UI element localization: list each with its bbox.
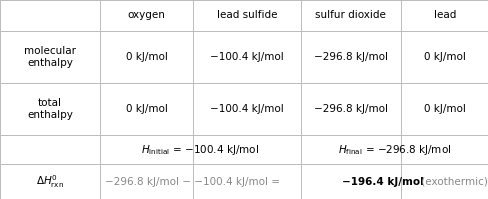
Text: −100.4 kJ/mol: −100.4 kJ/mol	[210, 52, 283, 62]
Text: $H_{\rm final}$ = −296.8 kJ/mol: $H_{\rm final}$ = −296.8 kJ/mol	[338, 143, 450, 157]
Text: $\Delta H^0_{\rm rxn}$: $\Delta H^0_{\rm rxn}$	[36, 173, 64, 190]
Text: $H_{\rm initial}$ = −100.4 kJ/mol: $H_{\rm initial}$ = −100.4 kJ/mol	[141, 143, 259, 157]
Text: lead sulfide: lead sulfide	[216, 10, 277, 20]
Text: molecular
enthalpy: molecular enthalpy	[24, 46, 76, 67]
Text: 0 kJ/mol: 0 kJ/mol	[125, 52, 167, 62]
Text: −100.4 kJ/mol: −100.4 kJ/mol	[210, 104, 283, 114]
Text: 0 kJ/mol: 0 kJ/mol	[423, 104, 465, 114]
Text: 0 kJ/mol: 0 kJ/mol	[125, 104, 167, 114]
Text: sulfur dioxide: sulfur dioxide	[315, 10, 386, 20]
Text: lead: lead	[433, 10, 455, 20]
Text: oxygen: oxygen	[127, 10, 165, 20]
Text: (exothermic): (exothermic)	[417, 177, 487, 187]
Text: −296.8 kJ/mol − −100.4 kJ/mol =: −296.8 kJ/mol − −100.4 kJ/mol =	[105, 177, 283, 187]
Text: 0 kJ/mol: 0 kJ/mol	[423, 52, 465, 62]
Text: total
enthalpy: total enthalpy	[27, 98, 73, 120]
Text: −196.4 kJ/mol: −196.4 kJ/mol	[342, 177, 423, 187]
Text: −296.8 kJ/mol: −296.8 kJ/mol	[313, 52, 387, 62]
Text: −296.8 kJ/mol: −296.8 kJ/mol	[313, 104, 387, 114]
